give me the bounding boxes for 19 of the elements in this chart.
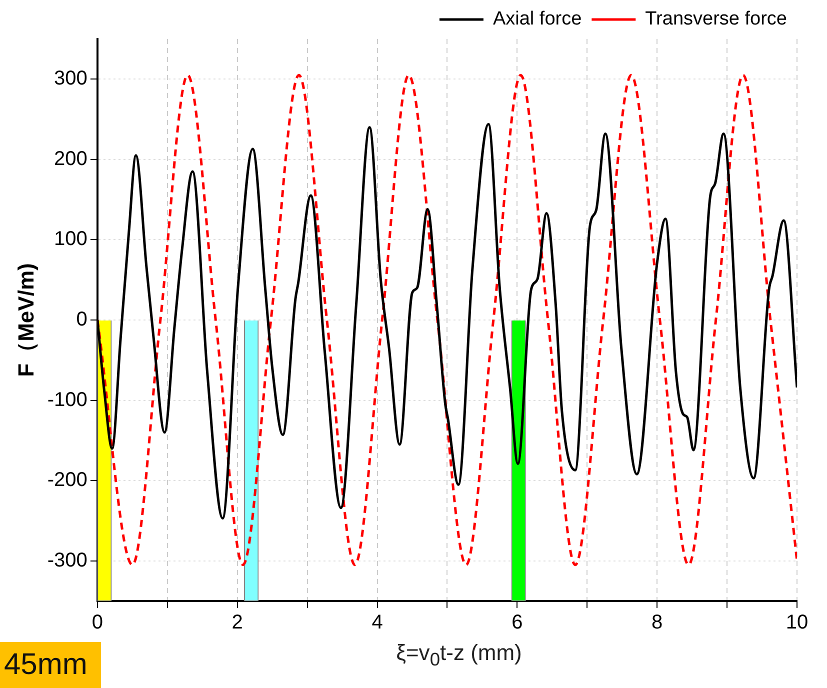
y-tick-label: 0 bbox=[76, 308, 88, 331]
x-axis-title: ξ=v$_{0}$t-z (mm) bbox=[395, 640, 523, 670]
x-tick-label: 0 bbox=[92, 612, 103, 634]
y-tick-label: -100 bbox=[47, 388, 88, 411]
text: 45mm bbox=[0, 642, 102, 688]
y-tick-label: -200 bbox=[47, 469, 88, 492]
x-tick-label: 4 bbox=[372, 612, 383, 634]
x-tick-label: 10 bbox=[786, 612, 808, 634]
y-tick-label: -300 bbox=[47, 549, 88, 572]
y-tick-label: 300 bbox=[54, 68, 88, 90]
x-tick-label: 8 bbox=[652, 612, 663, 634]
y-tick-label: 100 bbox=[54, 228, 88, 250]
x-tick-label: 2 bbox=[232, 612, 243, 634]
x-tick-label: 6 bbox=[512, 612, 523, 634]
line-series bbox=[97, 74, 797, 566]
legend-label: Transverse force bbox=[645, 8, 787, 30]
y-tick-label: 200 bbox=[54, 148, 88, 170]
y-axis-title: F（MeV/m) bbox=[13, 263, 38, 377]
legend-label: Axial force bbox=[492, 8, 582, 30]
